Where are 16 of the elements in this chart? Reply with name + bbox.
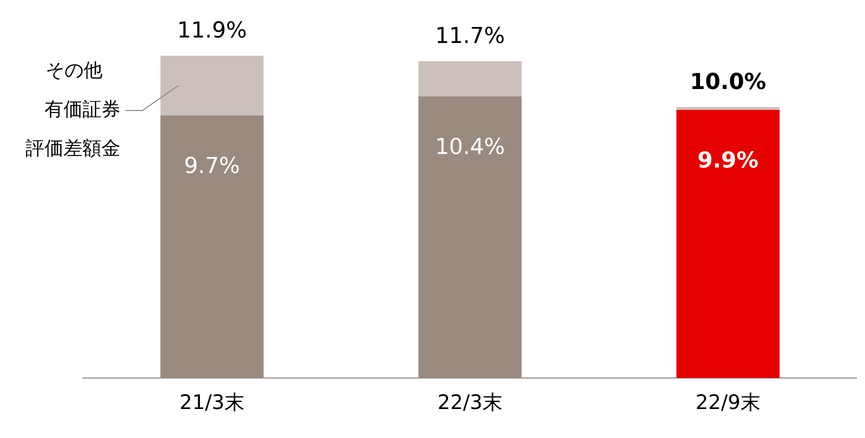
- x-tick-label: 22/3末: [438, 390, 502, 414]
- bar: [160, 56, 264, 116]
- data-label: 9.9%: [697, 148, 759, 174]
- bar: [676, 107, 780, 110]
- data-label: 9.7%: [184, 154, 240, 180]
- x-tick-label: 21/3末: [180, 390, 244, 414]
- total-label: 10.0%: [690, 70, 766, 95]
- total-label: 11.7%: [435, 24, 505, 49]
- total-label: 11.9%: [177, 18, 247, 44]
- text: その他有価証券評価差額金: [25, 59, 120, 160]
- bar: [418, 96, 522, 378]
- x-tick-label: 22/9末: [696, 390, 760, 414]
- bar: [160, 115, 264, 378]
- data-label: 10.4%: [435, 135, 505, 160]
- bar: [676, 110, 780, 378]
- bar: [418, 61, 522, 96]
